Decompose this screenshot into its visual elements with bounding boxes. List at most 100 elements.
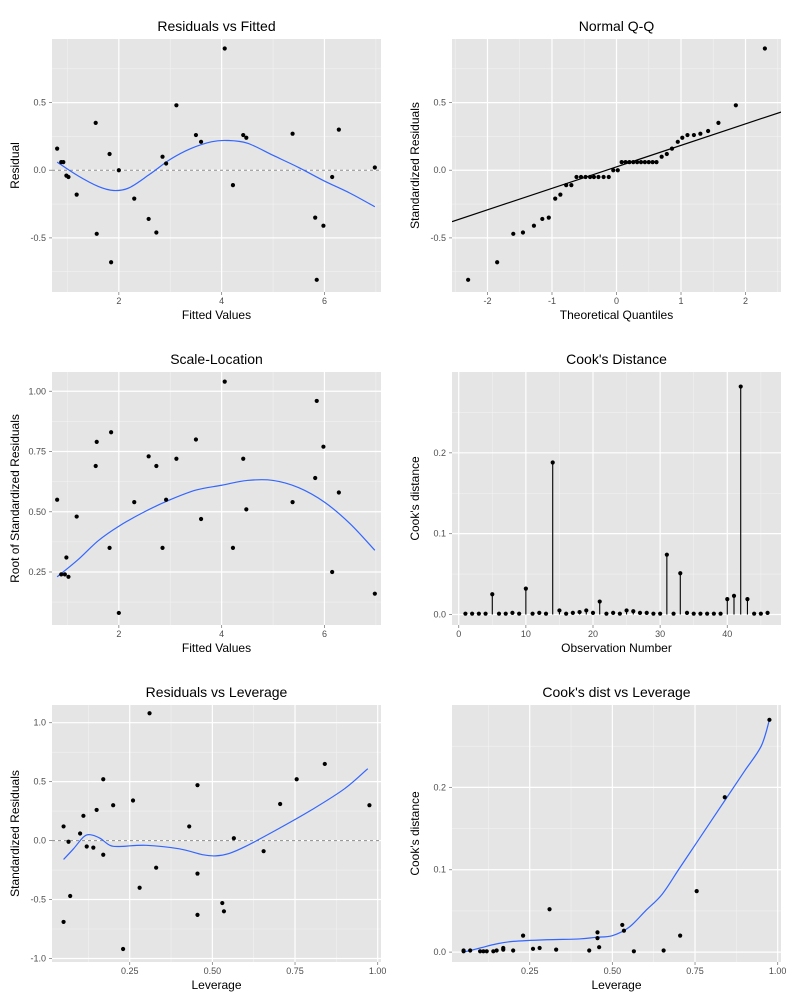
data-point [372,165,377,170]
x-axis-label: Observation Number [561,641,672,655]
y-tick-label: 1.00 [28,386,46,396]
cooks-distance-point [617,611,622,616]
plot-background [452,372,781,625]
data-point [66,574,71,579]
plot-background [452,705,781,962]
data-point [574,174,579,180]
x-tick-label: 0.50 [204,966,222,976]
data-point [336,490,341,495]
data-point [244,507,249,512]
data-point [330,569,335,575]
data-point [706,128,711,134]
data-point [678,933,683,938]
y-tick-label: 0.5 [33,777,46,787]
x-tick-label: 0 [456,629,461,639]
data-point [313,475,318,481]
cooks-distance-point [684,610,690,615]
data-point [531,223,537,228]
data-point [193,132,199,138]
data-point [554,947,559,952]
data-point [93,463,98,469]
x-tick-label: 30 [655,629,665,639]
y-tick-label: -0.5 [30,233,46,243]
data-point [116,168,121,173]
data-point [615,168,620,173]
data-point [530,946,536,951]
cooks-distance-point [550,460,555,465]
data-point [81,813,86,818]
data-point [137,885,142,890]
data-point [659,154,664,159]
data-point [146,216,151,222]
x-axis-label: Leverage [591,978,641,992]
plot-content [52,711,381,952]
data-point [546,215,551,220]
x-tick-label: 0.75 [286,966,304,976]
data-point [64,555,69,560]
data-point [654,160,659,165]
cooks-distance-point [631,609,636,614]
y-tick-label: 0.0 [433,165,446,175]
data-point [61,160,66,165]
cooks-distance-point [664,552,669,557]
data-point [221,909,227,914]
x-tick-label: 1.00 [369,966,387,976]
x-tick-label: 2 [116,629,121,639]
data-point [587,948,592,953]
data-point [94,231,99,236]
y-tick-label: 0.2 [433,448,446,458]
data-point [481,949,486,954]
data-point [290,131,295,136]
cooks-distance-point [463,611,468,616]
data-point [154,463,159,469]
cooks-distance-point [496,611,502,616]
data-point [578,174,584,180]
x-tick-label: -1 [548,296,556,306]
data-point [84,844,89,849]
data-point [478,949,483,954]
data-point [646,160,651,165]
data-point [511,948,516,953]
cooks-distance-point [691,611,696,616]
cooks-distance-point [530,611,535,616]
data-point [278,801,283,807]
x-tick-label: 4 [219,629,224,639]
data-point [669,146,675,151]
data-point [762,46,767,51]
data-point [74,514,79,519]
data-point [511,231,516,236]
data-point [146,454,151,459]
x-tick-label: 0 [614,296,619,306]
data-point [101,777,106,782]
y-axis-label: Residual [8,142,22,189]
data-point [611,168,616,173]
plot-background [52,39,381,292]
x-axis-label: Theoretical Quantiles [560,308,673,322]
data-point [596,174,601,180]
data-point [520,230,526,235]
panel-title: Residuals vs Fitted [157,18,275,34]
y-axis-label: Standardized Residuals [408,102,422,229]
panel-2: -2 -1 0 1 2 -0.5 0.0 0.5 Normal Q-Q Theoretical Q… [408,18,781,322]
cooks-distance-point [758,611,763,616]
data-point [93,120,98,125]
y-tick-label: 1.0 [33,718,46,728]
data-point [661,948,666,953]
y-tick-label: -1.0 [30,953,46,963]
x-tick-label: 4 [219,296,224,306]
data-point [193,437,199,442]
data-point [241,456,246,461]
data-point [59,572,64,577]
data-point [107,545,112,550]
data-point [187,824,192,829]
data-point [553,196,558,201]
data-point [241,132,246,138]
cooks-distance-point [604,611,609,616]
data-point [722,795,727,800]
data-point [631,949,636,954]
cooks-distance-point [765,610,770,615]
data-point [494,948,499,953]
x-tick-label: 40 [722,629,732,639]
data-point [101,852,106,857]
